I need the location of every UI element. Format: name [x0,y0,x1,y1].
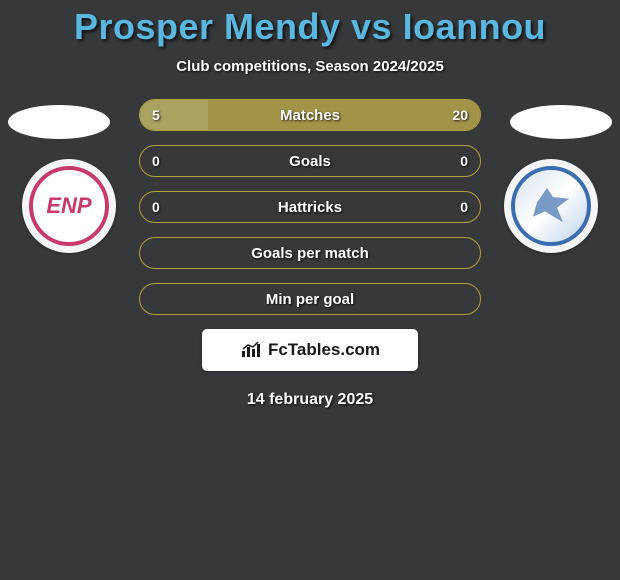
comparison-subtitle: Club competitions, Season 2024/2025 [0,58,620,75]
branding-text: FcTables.com [268,340,380,360]
club-crest-left: ENP [22,159,116,253]
player-left-placeholder [8,105,110,139]
stat-bar-row: Goals per match [139,237,481,269]
stat-bar-fill-right [208,100,480,130]
comparison-date: 14 february 2025 [0,391,620,409]
stat-value-left: 0 [152,192,160,222]
chart-icon [240,341,262,359]
club-crest-right [504,159,598,253]
stat-value-right: 0 [460,146,468,176]
branding-badge: FcTables.com [202,329,418,371]
stat-label: Min per goal [140,284,480,314]
comparison-title: Prosper Mendy vs Ioannou [0,0,620,48]
player-right-placeholder [510,105,612,139]
club-crest-right-inner [511,166,591,246]
stat-value-right: 0 [460,192,468,222]
club-crest-left-inner: ENP [29,166,109,246]
stat-bar-row: Min per goal [139,283,481,315]
stat-bar-row: 520Matches [139,99,481,131]
stat-label: Hattricks [140,192,480,222]
stat-value-left: 0 [152,146,160,176]
stat-bar-row: 0 0Hattricks [139,191,481,223]
stat-bars: 520Matches00Goals00HattricksGoals per ma… [139,99,481,315]
stat-label: Goals per match [140,238,480,268]
stat-bar-row: 0 0Goals [139,145,481,177]
comparison-content: ENP 520Matches00Goals00HattricksGoals pe… [0,99,620,409]
stat-bar-fill-left [140,100,208,130]
stat-label: Goals [140,146,480,176]
